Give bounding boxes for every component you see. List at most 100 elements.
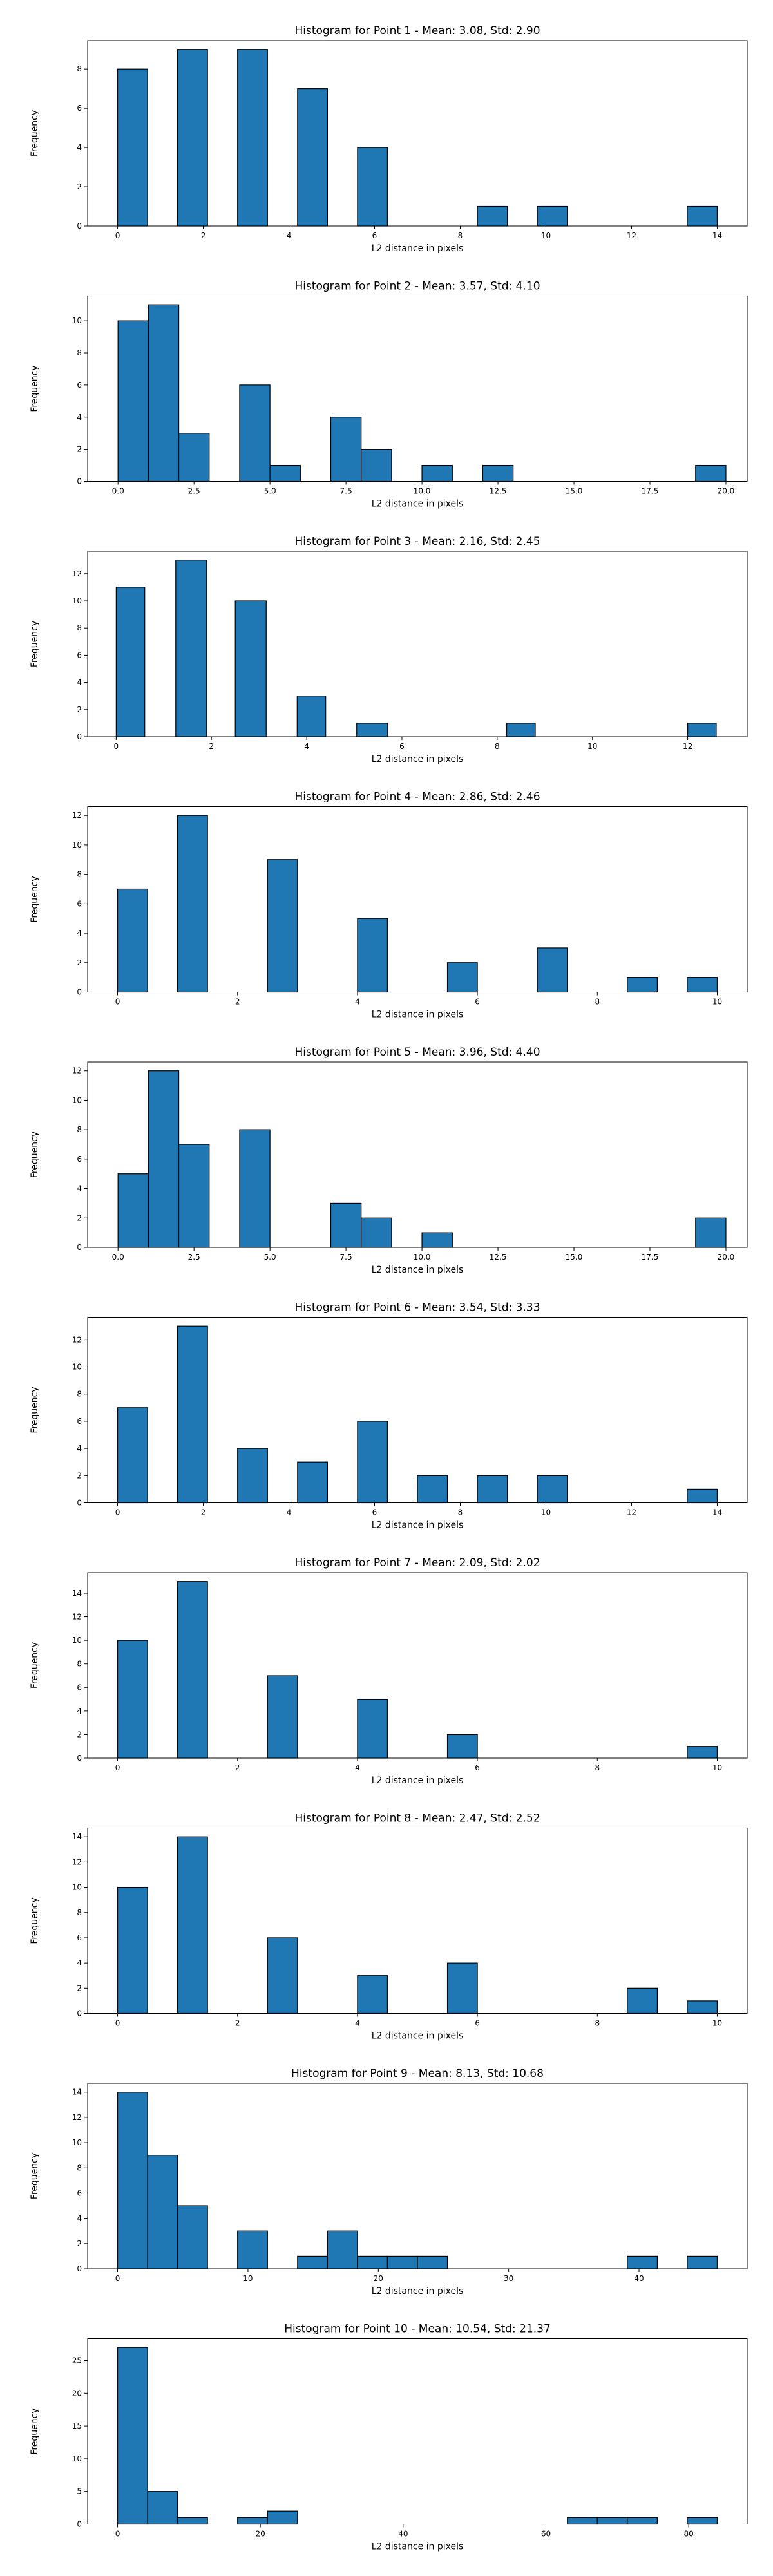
chart-7: Histogram for Point 7 - Mean: 2.09, Std:… bbox=[30, 1557, 748, 1786]
y-tick-label: 6 bbox=[77, 2188, 82, 2197]
y-tick-label: 6 bbox=[77, 899, 82, 908]
y-tick-label: 4 bbox=[77, 1707, 82, 1716]
histogram-bar bbox=[177, 49, 208, 227]
x-tick-label: 14 bbox=[712, 1508, 722, 1517]
y-axis-label: Frequency bbox=[30, 1642, 40, 1689]
y-tick-label: 8 bbox=[77, 1660, 82, 1669]
x-tick-label: 0.0 bbox=[112, 1253, 124, 1262]
histogram-bar bbox=[117, 888, 148, 993]
chart-title: Histogram for Point 6 - Mean: 3.54, Std:… bbox=[294, 1302, 540, 1314]
histogram-bar bbox=[687, 1488, 718, 1504]
y-tick-label: 2 bbox=[77, 958, 82, 967]
y-tick-label: 12 bbox=[72, 1335, 82, 1344]
histogram-bar bbox=[267, 1937, 298, 2014]
x-tick-label: 12.5 bbox=[490, 487, 507, 496]
x-axis-label: L2 distance in pixels bbox=[372, 499, 464, 509]
chart-4: Histogram for Point 4 - Mean: 2.86, Std:… bbox=[30, 791, 748, 1020]
x-tick-label: 4 bbox=[355, 1763, 360, 1772]
histogram-bar bbox=[330, 1202, 362, 1248]
x-tick-label: 2 bbox=[201, 1508, 206, 1517]
histogram-bar bbox=[148, 304, 180, 482]
plot-area-frame bbox=[87, 1828, 748, 2014]
x-tick-label: 12 bbox=[683, 742, 692, 751]
y-tick-label: 8 bbox=[77, 623, 82, 632]
y-tick-label: 12 bbox=[72, 1066, 82, 1075]
y-tick-label: 14 bbox=[72, 1832, 82, 1841]
y-tick-label: 4 bbox=[77, 143, 82, 152]
histogram-bar bbox=[695, 1217, 727, 1248]
histogram-bar bbox=[117, 2092, 148, 2269]
histogram-bar bbox=[687, 2255, 718, 2269]
x-tick-label: 0 bbox=[115, 1763, 120, 1772]
x-tick-label: 12.5 bbox=[490, 1253, 507, 1262]
histogram-bar bbox=[687, 723, 717, 737]
y-tick-label: 10 bbox=[72, 1883, 82, 1892]
histogram-bar bbox=[147, 2155, 178, 2269]
histogram-bar bbox=[357, 147, 388, 227]
x-tick-label: 6 bbox=[475, 1763, 480, 1772]
x-tick-label: 2.5 bbox=[188, 1253, 200, 1262]
y-tick-label: 8 bbox=[77, 64, 82, 73]
histogram-bar bbox=[239, 1129, 271, 1248]
y-tick-label: 8 bbox=[77, 1390, 82, 1399]
histogram-bar bbox=[237, 1448, 268, 1504]
x-tick-label: 15.0 bbox=[566, 1253, 583, 1262]
histogram-bar bbox=[237, 2517, 268, 2525]
y-axis-label: Frequency bbox=[30, 110, 40, 156]
x-axis-label: L2 distance in pixels bbox=[372, 1520, 464, 1531]
chart-10: Histogram for Point 10 - Mean: 10.54, St… bbox=[30, 2323, 748, 2552]
x-tick-label: 8 bbox=[458, 231, 463, 240]
x-tick-label: 2 bbox=[235, 1763, 240, 1772]
y-tick-label: 10 bbox=[72, 1636, 82, 1645]
chart-8: Histogram for Point 8 - Mean: 2.47, Std:… bbox=[30, 1812, 748, 2041]
y-tick-label: 20 bbox=[72, 2389, 82, 2398]
x-tick-label: 4 bbox=[287, 1508, 292, 1517]
y-axis-label: Frequency bbox=[30, 365, 40, 412]
y-axis-label: Frequency bbox=[30, 1387, 40, 1433]
y-tick-label: 2 bbox=[77, 1730, 82, 1739]
x-axis-label: L2 distance in pixels bbox=[372, 2031, 464, 2041]
histogram-bar bbox=[356, 723, 388, 737]
x-tick-label: 0 bbox=[115, 2530, 120, 2539]
x-tick-label: 4 bbox=[355, 2019, 360, 2028]
histogram-bar bbox=[417, 2255, 448, 2269]
histogram-bar bbox=[327, 2230, 358, 2269]
histogram-bar bbox=[269, 464, 301, 482]
histogram-bar bbox=[421, 464, 453, 482]
x-tick-label: 8 bbox=[595, 998, 600, 1007]
x-tick-label: 4 bbox=[355, 998, 360, 1007]
x-axis-label: L2 distance in pixels bbox=[372, 1776, 464, 1786]
plot-area-frame bbox=[87, 1317, 748, 1503]
histogram-bar bbox=[115, 587, 146, 737]
chart-title: Histogram for Point 8 - Mean: 2.47, Std:… bbox=[294, 1812, 540, 1825]
histogram-bar bbox=[357, 1698, 388, 1759]
x-tick-label: 10 bbox=[712, 1763, 722, 1772]
plot-area-frame bbox=[87, 1061, 748, 1248]
x-tick-label: 10 bbox=[243, 2274, 253, 2283]
x-tick-label: 17.5 bbox=[642, 487, 659, 496]
histogram-bar bbox=[477, 1475, 508, 1504]
chart-title: Histogram for Point 7 - Mean: 2.09, Std:… bbox=[294, 1557, 540, 1569]
y-tick-label: 4 bbox=[77, 1184, 82, 1193]
y-tick-label: 0 bbox=[77, 222, 82, 231]
histogram-bar bbox=[446, 1962, 478, 2014]
chart-1: Histogram for Point 1 - Mean: 3.08, Std:… bbox=[30, 24, 748, 254]
y-tick-label: 0 bbox=[77, 2264, 82, 2273]
y-tick-label: 6 bbox=[77, 381, 82, 390]
histogram-bar bbox=[297, 2255, 328, 2269]
plot-area-frame bbox=[87, 40, 748, 227]
y-tick-label: 2 bbox=[77, 1213, 82, 1222]
x-tick-label: 10 bbox=[541, 231, 551, 240]
x-tick-label: 20.0 bbox=[718, 1253, 735, 1262]
x-tick-label: 5.0 bbox=[264, 487, 276, 496]
histogram-bar bbox=[267, 2510, 298, 2525]
x-tick-label: 10 bbox=[712, 2019, 722, 2028]
histogram-bar bbox=[297, 1461, 328, 1504]
histogram-bar bbox=[627, 1987, 658, 2014]
y-tick-label: 0 bbox=[77, 2520, 82, 2529]
histogram-bar bbox=[421, 1232, 453, 1248]
histogram-bar bbox=[567, 2517, 598, 2525]
histogram-bar bbox=[695, 464, 727, 482]
y-tick-label: 0 bbox=[77, 1499, 82, 1508]
